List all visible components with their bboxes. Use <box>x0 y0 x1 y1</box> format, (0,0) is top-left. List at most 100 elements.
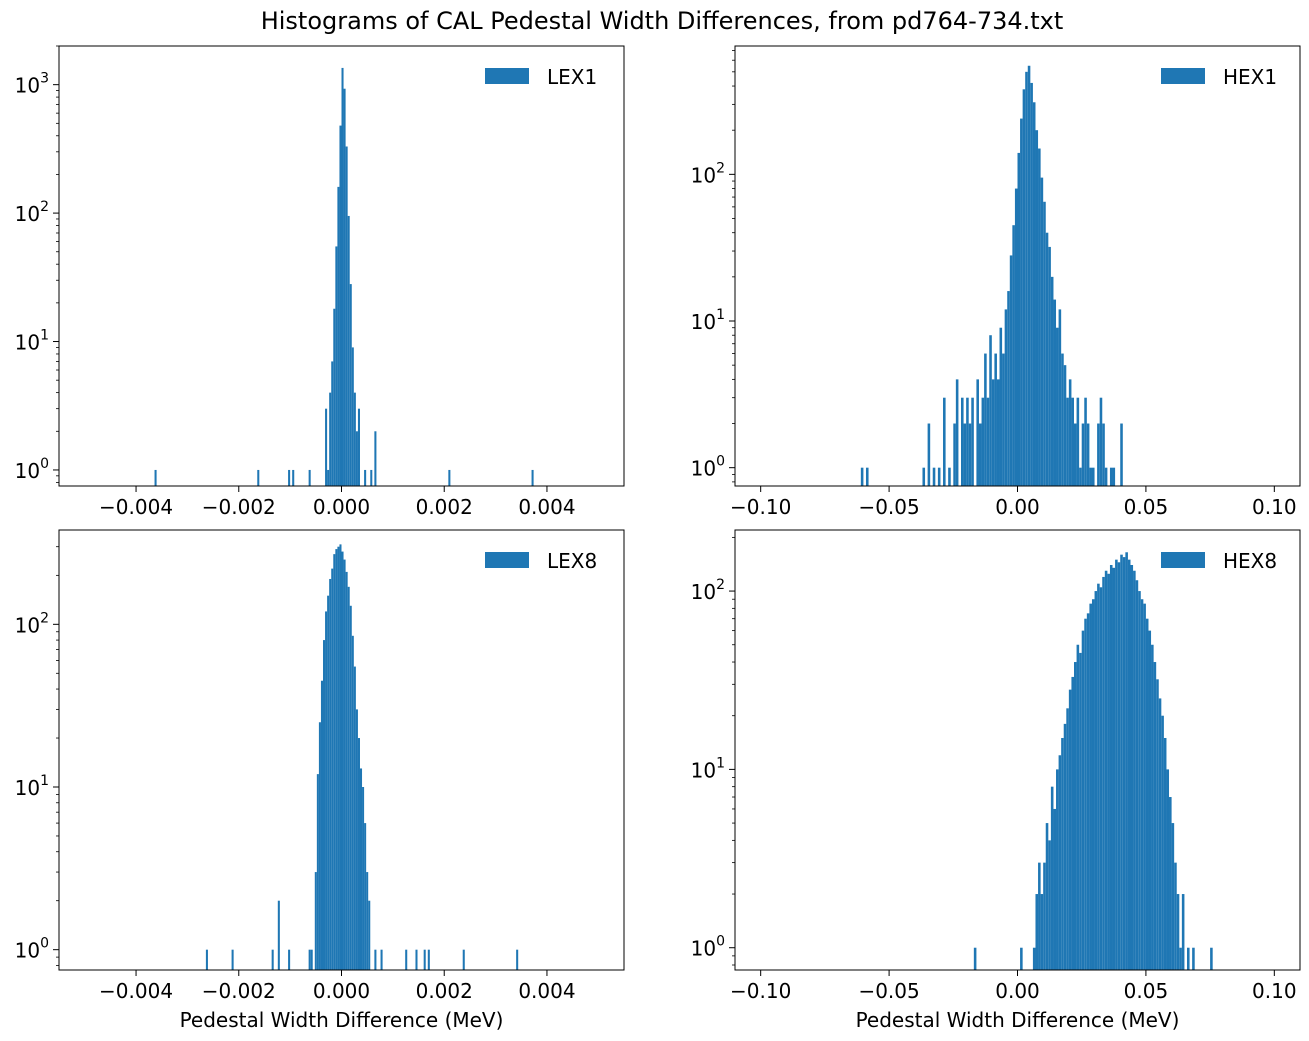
lex8-bar-26 <box>353 666 356 970</box>
hex8-bar-45 <box>1143 603 1146 970</box>
hex1-bar-53 <box>1074 423 1077 486</box>
hex8-legend-label: HEX8 <box>1223 549 1277 573</box>
hex8-bar-58 <box>1176 894 1180 970</box>
hex1-xtick-label-1: −0.05 <box>858 495 919 519</box>
lex1-ytick-label-1: 101 <box>15 328 49 355</box>
hex8-ytick-label-2: 102 <box>691 577 725 604</box>
hex8-bar-56 <box>1171 823 1175 970</box>
hex1-bar-38 <box>1035 130 1039 486</box>
hex8-bar-40 <box>1130 565 1134 970</box>
hex8-bar-46 <box>1145 618 1149 970</box>
hex8-bar-55 <box>1169 797 1172 970</box>
lex8-bar-14 <box>329 578 332 970</box>
lex8-legend-swatch <box>485 552 529 568</box>
lex8-bar-25 <box>351 635 354 970</box>
lex1-bar-12 <box>339 125 342 486</box>
hex1-bar-36 <box>1030 82 1033 487</box>
lex8-bar-29 <box>359 768 363 970</box>
lex1-bar-17 <box>349 284 352 486</box>
hex8-bar-2 <box>1032 947 1036 970</box>
lex1-bar-24 <box>374 431 377 486</box>
lex1-legend: LEX1 <box>485 65 597 89</box>
hex8-minor-ticks <box>732 536 735 966</box>
lex1-bar-10 <box>335 246 338 486</box>
hex8-bar-32 <box>1109 565 1113 970</box>
lex8-bar-4 <box>288 949 291 970</box>
hex1-xtick-label-0: −0.10 <box>730 495 791 519</box>
lex8-bar-31 <box>364 823 367 970</box>
lex8-bar-5 <box>308 949 311 970</box>
hex1-bar-25 <box>1002 353 1005 486</box>
hex1-bar-24 <box>999 327 1003 486</box>
hex8-bar-19 <box>1076 644 1080 970</box>
hex1-bar-17 <box>981 397 985 486</box>
lex8-bar-9 <box>318 722 321 970</box>
lex1-xtick-label-1: −0.002 <box>202 495 276 519</box>
hex1-bar-3 <box>927 423 931 486</box>
hex8-bar-53 <box>1163 737 1167 970</box>
hex8-bar-62 <box>1192 947 1195 970</box>
hex8-bars <box>973 552 1213 970</box>
subplot-hex1: −0.10 −0.05 0.00 0.05 0.10 100 101 102 HEX1 <box>691 45 1301 519</box>
hex8-xlabel: Pedestal Width Difference (MeV) <box>856 1008 1180 1032</box>
lex8-bar-2 <box>271 949 274 970</box>
hex8-bar-60 <box>1181 894 1185 970</box>
lex8-bar-20 <box>341 551 344 970</box>
hex1-bar-66 <box>1112 467 1116 486</box>
hex1-bar-31 <box>1017 152 1021 486</box>
hex1-bar-6 <box>943 397 946 486</box>
hex1-bar-42 <box>1045 232 1049 486</box>
lex8-xtick-label-2: 0.000 <box>313 979 370 1003</box>
lex1-bar-11 <box>337 186 340 486</box>
lex1-bar-18 <box>351 347 354 486</box>
lex1-bar-5 <box>325 408 328 486</box>
hex8-bar-14 <box>1063 723 1067 970</box>
hex1-bar-10 <box>961 397 964 486</box>
hex8-bar-57 <box>1174 862 1177 970</box>
lex1-bar-6 <box>327 469 330 486</box>
hex8-bar-38 <box>1125 552 1128 970</box>
lex1-minor-ticks <box>56 45 59 483</box>
lex8-bar-17 <box>335 549 338 970</box>
lex1-bar-7 <box>329 392 332 486</box>
lex8-bar-19 <box>339 544 342 970</box>
hex8-bar-12 <box>1058 755 1062 970</box>
hex8-bar-52 <box>1161 715 1164 970</box>
hex1-xtick-label-3: 0.05 <box>1124 495 1169 519</box>
hex1-bar-22 <box>994 353 997 486</box>
lex1-xtick-label-2: 0.000 <box>313 495 370 519</box>
hex8-bar-34 <box>1115 559 1118 970</box>
lex1-xtick-label-3: 0.002 <box>416 495 473 519</box>
lex8-bars <box>205 544 519 970</box>
hex1-bar-8 <box>953 423 956 486</box>
lex8-bar-6 <box>310 949 313 970</box>
hex1-bar-23 <box>996 379 1000 486</box>
hex1-bar-34 <box>1025 71 1028 486</box>
lex1-bar-21 <box>357 408 360 486</box>
hex1-minor-ticks <box>732 49 735 483</box>
hex1-bar-56 <box>1081 423 1085 486</box>
lex1-bar-19 <box>353 392 356 486</box>
hex1-bar-43 <box>1048 246 1051 486</box>
lex8-bar-12 <box>325 611 328 970</box>
lex1-bar-8 <box>331 361 334 486</box>
hex1-bar-39 <box>1038 148 1041 486</box>
hex1-bar-55 <box>1079 467 1082 486</box>
hex8-bar-47 <box>1148 630 1152 970</box>
hex1-bar-48 <box>1061 353 1064 486</box>
hex8-bar-37 <box>1122 557 1126 970</box>
subplot-lex8: −0.004 −0.002 0.000 0.002 0.004 100 101 102 Pede… <box>15 529 625 1032</box>
lex1-bar-26 <box>531 469 534 486</box>
hex8-bar-50 <box>1156 679 1159 970</box>
lex1-bar-0 <box>154 469 157 486</box>
hex1-bar-32 <box>1020 118 1023 486</box>
lex1-bar-22 <box>364 469 367 486</box>
lex1-legend-label: LEX1 <box>547 65 597 89</box>
lex1-xtick-label-0: −0.004 <box>99 495 173 519</box>
hex1-bar-44 <box>1050 276 1054 486</box>
hex8-bar-30 <box>1104 570 1108 970</box>
lex8-bar-11 <box>323 640 326 970</box>
lex8-xtick-label-3: 0.002 <box>416 979 473 1003</box>
hex8-bar-28 <box>1099 587 1103 970</box>
lex1-bar-23 <box>370 469 373 486</box>
